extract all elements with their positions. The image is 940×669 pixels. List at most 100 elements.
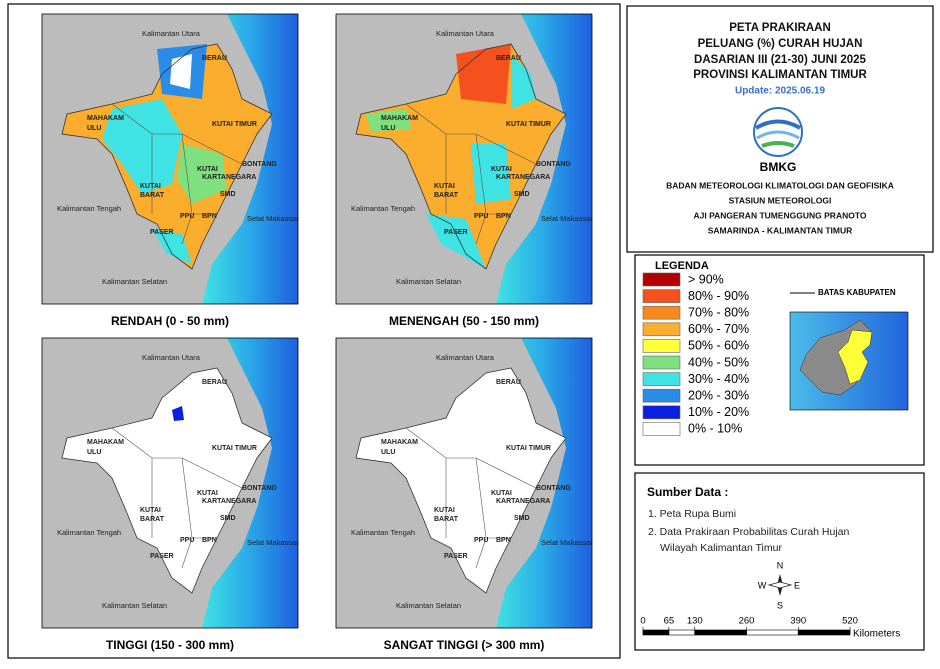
- scale-unit: Kilometers: [853, 629, 900, 640]
- title-line: PELUANG (%) CURAH HUJAN: [698, 38, 863, 50]
- map-label: KARTANEGARA: [202, 498, 256, 505]
- map-label: BERAU: [202, 379, 227, 386]
- legend-label: 60% - 70%: [688, 322, 749, 336]
- legend-label: > 90%: [688, 272, 724, 286]
- map-label: ULU: [87, 125, 101, 132]
- map-label: Kalimantan Selatan: [102, 601, 167, 610]
- rain-zone: [62, 368, 272, 593]
- compass-w: W: [758, 580, 767, 590]
- province-outline: [355, 43, 567, 270]
- title-line: PROVINSI KALIMANTAN TIMUR: [693, 69, 867, 81]
- map-caption: RENDAH (0 - 50 mm): [111, 314, 229, 328]
- map-label: Kalimantan Utara: [436, 29, 495, 38]
- legend-swatch: [642, 355, 681, 370]
- legend-label: 30% - 40%: [688, 372, 749, 386]
- sea: [496, 338, 592, 628]
- logo-text: BMKG: [760, 160, 797, 174]
- map-panel: Kalimantan Utara BERAU MAHAKAM ULU KUTAI TIM…: [335, 337, 593, 629]
- map-border: [335, 337, 593, 629]
- map-panel: Kalimantan Utara BERAU MAHAKAM ULU KUTAI TIM…: [41, 337, 299, 629]
- map-label: KUTAI TIMUR: [506, 445, 551, 452]
- map-label: KUTAI: [491, 166, 512, 173]
- source-item: 1. Peta Rupa Bumi: [648, 508, 736, 520]
- map-label: KUTAI TIMUR: [212, 121, 257, 128]
- compass-s: S: [777, 600, 783, 610]
- header: PETA PRAKIRAAN PELUANG (%) CURAH HUJAN D…: [693, 22, 867, 97]
- map-label: Selat Makassar: [247, 538, 299, 547]
- rain-zone: [456, 44, 511, 104]
- map-label: Kalimantan Selatan: [396, 277, 461, 286]
- sea: [202, 338, 298, 628]
- rain-zone: [471, 144, 511, 204]
- map-label: Kalimantan Selatan: [396, 601, 461, 610]
- map-label: PASER: [444, 553, 468, 560]
- rain-zone: [152, 229, 192, 264]
- agency-line: STASIUN METEOROLOGI: [729, 195, 832, 205]
- map-label: BARAT: [140, 192, 165, 199]
- map-label: BONTANG: [242, 485, 277, 492]
- legend-label: 10% - 20%: [688, 405, 749, 419]
- map-label: Kalimantan Tengah: [57, 204, 121, 213]
- map-label: BONTANG: [536, 161, 571, 168]
- map-caption: TINGGI (150 - 300 mm): [106, 638, 234, 652]
- map-label: Selat Makassar: [247, 214, 299, 223]
- map-label: Kalimantan Utara: [142, 29, 201, 38]
- map-label: BARAT: [140, 516, 165, 523]
- map-label: BERAU: [202, 55, 227, 62]
- title-line: PETA PRAKIRAAN: [729, 22, 831, 34]
- maps: Kalimantan Utara BERAU MAHAKAM ULU KUTAI TIM…: [41, 13, 593, 652]
- map-label: BPN: [202, 537, 217, 544]
- map-border: [335, 13, 593, 305]
- map-label: Kalimantan Utara: [142, 353, 201, 362]
- scale-tick-label: 0: [640, 616, 645, 627]
- map-label: BPN: [496, 537, 511, 544]
- map-label: PPU: [180, 537, 194, 544]
- legend-label: 70% - 80%: [688, 305, 749, 319]
- rain-zone: [511, 54, 536, 109]
- map-label: BARAT: [434, 192, 459, 199]
- agency-line: AJI PANGERAN TUMENGGUNG PRANOTO: [693, 210, 866, 220]
- map-label: Selat Makassar: [541, 538, 593, 547]
- legend-swatch: [642, 322, 681, 337]
- sea: [202, 14, 298, 304]
- map-label: ULU: [87, 449, 101, 456]
- map-label: MAHAKAM: [87, 439, 124, 446]
- legend-title: LEGENDA: [655, 260, 709, 272]
- province-outline: [355, 367, 567, 594]
- legend-label: 0% - 10%: [688, 422, 742, 436]
- scale-tick-label: 260: [739, 616, 755, 627]
- legend-swatch: [642, 289, 681, 303]
- district-line: [405, 103, 537, 245]
- legend-swatch: [642, 372, 681, 386]
- map-label: SMD: [220, 515, 236, 522]
- map-label: KUTAI: [140, 507, 161, 514]
- map-label: PPU: [474, 537, 488, 544]
- map-caption: MENENGAH (50 - 150 mm): [389, 314, 539, 328]
- map-label: BPN: [496, 213, 511, 220]
- district-line: [405, 427, 537, 569]
- map-label: ULU: [381, 125, 395, 132]
- map-label: BERAU: [496, 379, 521, 386]
- map-label: PPU: [474, 213, 488, 220]
- map-label: BPN: [202, 213, 217, 220]
- legend-swatch: [642, 339, 681, 353]
- compass: N E S W: [758, 560, 800, 610]
- scale-tick-label: 520: [842, 616, 858, 627]
- map-label: KUTAI: [434, 183, 455, 190]
- agency: BADAN METEOROLOGI KLIMATOLOGI DAN GEOFIS…: [666, 180, 894, 235]
- map-label: KUTAI TIMUR: [212, 445, 257, 452]
- map-label: BERAU: [496, 55, 521, 62]
- map-label: KUTAI: [491, 490, 512, 497]
- source-frame: [634, 472, 925, 651]
- agency-line: SAMARINDA - KALIMANTAN TIMUR: [708, 225, 852, 235]
- sea: [496, 14, 592, 304]
- map-panel: Kalimantan Utara BERAU MAHAKAM ULU KUTAI TIM…: [335, 13, 593, 305]
- header-frame: [626, 5, 934, 253]
- rain-zone: [426, 214, 486, 269]
- scale-segment: [642, 629, 670, 636]
- map-label: MAHAKAM: [87, 115, 124, 122]
- map-label: BONTANG: [242, 161, 277, 168]
- map-label: KUTAI TIMUR: [506, 121, 551, 128]
- map-label: SMD: [514, 515, 530, 522]
